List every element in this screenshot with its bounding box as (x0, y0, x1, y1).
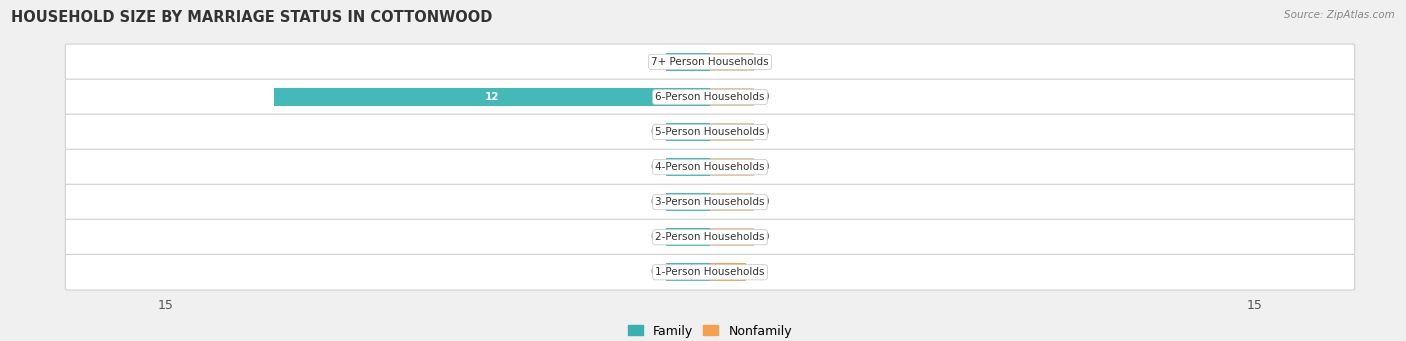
Bar (710, 158, 754, 176)
Text: Source: ZipAtlas.com: Source: ZipAtlas.com (1284, 10, 1395, 20)
Text: 0: 0 (762, 162, 769, 172)
Text: 0: 0 (762, 57, 769, 67)
Bar (666, 228, 710, 246)
Bar (666, 193, 710, 211)
Bar (666, 53, 710, 71)
Text: 0: 0 (651, 197, 658, 207)
FancyBboxPatch shape (65, 44, 1355, 80)
Bar (666, 123, 710, 141)
FancyBboxPatch shape (65, 79, 1355, 115)
FancyBboxPatch shape (65, 184, 1355, 220)
FancyBboxPatch shape (65, 219, 1355, 255)
Text: 12: 12 (485, 92, 499, 102)
Text: HOUSEHOLD SIZE BY MARRIAGE STATUS IN COTTONWOOD: HOUSEHOLD SIZE BY MARRIAGE STATUS IN COT… (11, 10, 492, 25)
Text: 3-Person Households: 3-Person Households (655, 197, 765, 207)
Text: 4-Person Households: 4-Person Households (655, 162, 765, 172)
Bar (274, 88, 710, 106)
FancyBboxPatch shape (65, 254, 1355, 290)
Text: 1: 1 (755, 267, 762, 277)
Bar (710, 263, 747, 281)
Text: 7+ Person Households: 7+ Person Households (651, 57, 769, 67)
Text: 0: 0 (762, 197, 769, 207)
Text: 5-Person Households: 5-Person Households (655, 127, 765, 137)
Text: 0: 0 (762, 127, 769, 137)
FancyBboxPatch shape (65, 114, 1355, 150)
Text: 0: 0 (762, 232, 769, 242)
Text: 0: 0 (651, 232, 658, 242)
Bar (710, 88, 754, 106)
Text: 0: 0 (762, 92, 769, 102)
Bar (710, 193, 754, 211)
Text: 6-Person Households: 6-Person Households (655, 92, 765, 102)
FancyBboxPatch shape (65, 149, 1355, 185)
Bar (666, 158, 710, 176)
Text: 1-Person Households: 1-Person Households (655, 267, 765, 277)
Bar (710, 228, 754, 246)
Text: 0: 0 (651, 57, 658, 67)
Legend: Family, Nonfamily: Family, Nonfamily (623, 320, 797, 341)
Bar (666, 263, 710, 281)
Text: 0: 0 (651, 127, 658, 137)
Text: 0: 0 (651, 267, 658, 277)
Bar (710, 53, 754, 71)
Text: 2-Person Households: 2-Person Households (655, 232, 765, 242)
Text: 0: 0 (651, 162, 658, 172)
Bar (710, 123, 754, 141)
